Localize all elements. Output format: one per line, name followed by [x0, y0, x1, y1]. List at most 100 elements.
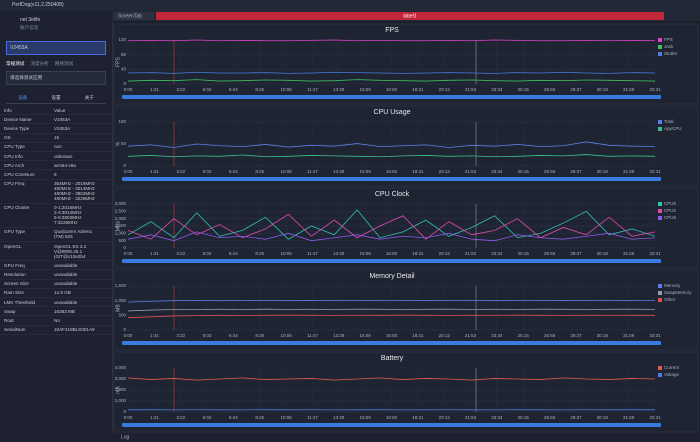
side-tab[interactable]: 设备 [18, 95, 28, 100]
x-tick-label: 26:56 [544, 87, 556, 92]
x-tick-label: 3:22 [176, 251, 185, 256]
x-tick-label: 8:25 [255, 415, 264, 420]
scrollbar [122, 177, 661, 181]
table-row: OS 15 [0, 134, 112, 143]
sidebar: net 3elife 账户信息 V2453A 常规测试 深度分析 网络测试 请选择测… [0, 11, 113, 442]
x-tick-label: 5:03 [203, 87, 212, 92]
table-row: Device Type V2453A [0, 124, 112, 134]
series-line [127, 231, 656, 242]
table-cell: 15 [54, 135, 60, 141]
legend-label: Current [664, 365, 680, 370]
x-tick-label: 3:22 [176, 169, 185, 174]
legend-swatch [658, 127, 662, 131]
table-cell: V2453A [54, 125, 71, 131]
y-tick-label: 0 [123, 327, 126, 332]
x-tick-label: 23:34 [491, 87, 503, 92]
series-line [127, 71, 656, 74]
legend-label: Total [664, 119, 674, 124]
x-tick-label: 11:47 [307, 251, 318, 256]
x-tick-label: 33:31 [649, 251, 661, 256]
legend-swatch [658, 373, 662, 377]
table-row: OpenGL OpenGL ES 3.2 V@0800.25.1 (GIT@c10… [0, 242, 112, 262]
log-bar [112, 431, 700, 442]
x-tick-label: 20:12 [439, 251, 451, 256]
x-tick-label: 26:56 [544, 251, 556, 256]
mode-tab[interactable]: 深度分析 [30, 61, 49, 66]
table-row: CPU CoreNum 8 [0, 170, 112, 180]
x-tick-label: 21:53 [465, 87, 477, 92]
x-tick-label: 1:41 [150, 333, 159, 338]
x-tick-label: 28:37 [570, 415, 582, 420]
table-cell: CPU CoreNum [4, 171, 35, 177]
panel-title: Battery [381, 355, 404, 362]
table-row: CPU Arch arm64-v8a [0, 161, 112, 171]
x-tick-label: 1:41 [150, 415, 159, 420]
account[interactable]: 账户信息 [20, 25, 39, 30]
table-cell: 364MHz - 2016MHz 480MHz - 3014MHz 480MHz… [54, 181, 95, 202]
x-tick-label: 0:00 [124, 415, 133, 420]
table-cell: Swap [4, 308, 16, 314]
legend-swatch [658, 298, 662, 302]
title-bar: PerfDog(v11.2.250408) [0, 0, 700, 11]
app-select[interactable]: 请选择测试应用 [6, 71, 106, 85]
table-cell: 8 [54, 171, 57, 177]
x-tick-label: 0:00 [124, 251, 133, 256]
x-tick-label: 20:12 [439, 333, 451, 338]
x-tick-label: 33:31 [649, 415, 661, 420]
x-tick-label: 6:44 [229, 333, 238, 338]
mode-tabs: 常规测试 深度分析 网络测试 [6, 61, 106, 67]
table-cell: unavailable [54, 272, 78, 278]
table-cell: Screen Size [4, 281, 29, 287]
x-tick-label: 30:18 [597, 87, 609, 92]
series-line [127, 39, 656, 42]
x-tick-label: 10:06 [280, 169, 292, 174]
device-select[interactable]: V2453A [6, 41, 106, 55]
x-tick-label: 18:31 [412, 87, 424, 92]
legend-label: CPU5 [664, 215, 677, 220]
x-tick-label: 28:37 [570, 87, 582, 92]
x-tick-label: 25:15 [518, 87, 530, 92]
y-axis-label: FPS [115, 56, 121, 66]
table-row: CPU Info unknown [0, 152, 112, 162]
x-tick-label: 18:31 [412, 333, 424, 338]
x-tick-label: 23:34 [491, 251, 503, 256]
x-tick-label: 0:00 [124, 333, 133, 338]
x-tick-label: 1:41 [150, 169, 159, 174]
x-tick-label: 8:25 [255, 87, 264, 92]
x-tick-label: 3:22 [176, 333, 185, 338]
x-tick-label: 6:44 [229, 169, 238, 174]
side-tab[interactable]: 设置 [51, 95, 61, 100]
table-row: Screen Size unavailable [0, 280, 112, 289]
table-cell: Resolution [4, 272, 26, 278]
y-tick-label: 0 [123, 245, 126, 250]
user: net 3elife [20, 17, 41, 23]
panel [113, 269, 699, 351]
tab-label: ScreenTab [118, 13, 142, 19]
y-axis-label: MHz [115, 220, 121, 231]
mode-tab[interactable]: 网络测试 [54, 61, 74, 66]
series-line [127, 209, 656, 240]
tab[interactable] [114, 12, 154, 20]
table-row: SerialNum 10AF418BLS001A9 [0, 326, 112, 335]
table-cell: No [54, 317, 60, 323]
y-tick-label: 0 [123, 81, 126, 86]
mode-tab[interactable]: 常规测试 [6, 61, 25, 66]
x-tick-label: 20:12 [439, 87, 451, 92]
x-tick-label: 5:03 [203, 333, 212, 338]
x-tick-label: 23:34 [491, 333, 503, 338]
x-tick-label: 0:00 [124, 87, 133, 92]
x-tick-label: 15:09 [360, 251, 372, 256]
x-tick-label: 13:28 [333, 87, 345, 92]
x-tick-label: 21:53 [465, 251, 477, 256]
y-tick-label: 40 [121, 67, 127, 72]
x-tick-label: 20:12 [439, 169, 451, 174]
x-tick-label: 15:09 [360, 415, 372, 420]
legend-swatch [658, 38, 662, 42]
legend-swatch [658, 52, 662, 56]
x-tick-label: 10:06 [280, 333, 292, 338]
y-tick-label: 100 [118, 119, 126, 124]
table-cell: unavailable [54, 281, 78, 287]
side-tab[interactable]: 关于 [84, 95, 94, 100]
legend-swatch [658, 291, 662, 295]
